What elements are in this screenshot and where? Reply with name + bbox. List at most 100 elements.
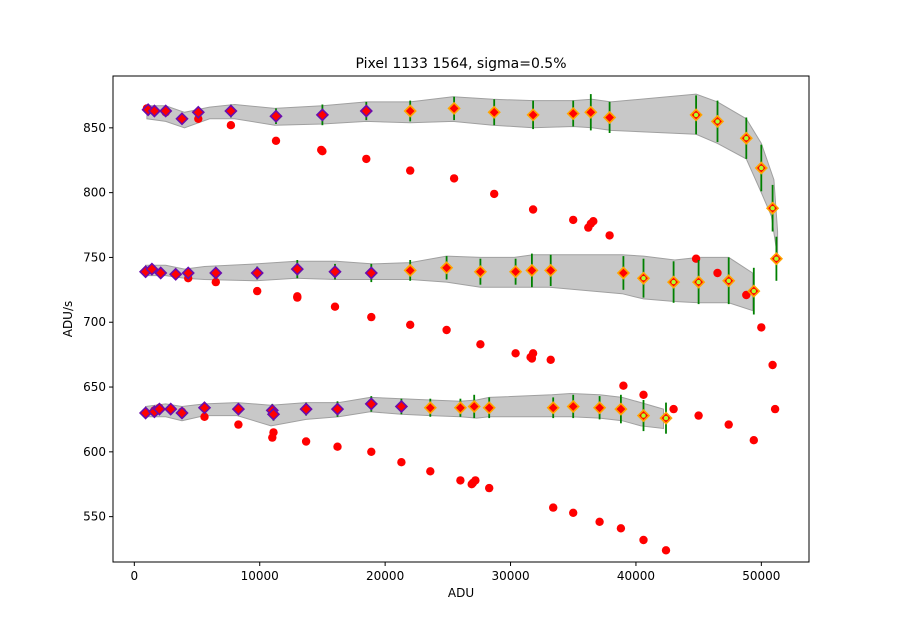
- corrected-point: [403, 263, 417, 278]
- corrected-point: [364, 397, 378, 411]
- corrected-point-center: [751, 288, 756, 294]
- raw-point: [234, 420, 243, 429]
- corrected-point-center: [770, 206, 775, 211]
- corrected-point: [152, 402, 167, 416]
- x-tick-label: 30000: [491, 569, 529, 583]
- corrected-point-center: [641, 276, 646, 281]
- raw-point: [757, 323, 766, 332]
- raw-point: [406, 320, 415, 329]
- y-tick-label: 750: [83, 250, 106, 264]
- raw-point: [333, 442, 342, 451]
- corrected-point: [439, 261, 454, 275]
- raw-point: [397, 458, 406, 467]
- corrected-point: [447, 101, 461, 116]
- chart-title: Pixel 1133 1564, sigma=0.5%: [355, 56, 566, 72]
- corrected-point: [159, 104, 173, 118]
- raw-point: [362, 154, 371, 164]
- raw-point: [595, 517, 604, 526]
- x-axis-label: ADU: [448, 586, 474, 600]
- raw-point: [301, 437, 311, 446]
- corrected-point-center: [759, 165, 764, 171]
- raw-point: [471, 476, 480, 485]
- raw-point: [456, 476, 465, 485]
- raw-point: [669, 404, 678, 414]
- raw-point: [742, 290, 751, 300]
- raw-point: [511, 349, 520, 358]
- y-tick-label: 800: [83, 186, 106, 200]
- raw-point: [253, 286, 262, 296]
- corrected-point: [614, 402, 628, 416]
- corrected-point-center: [715, 119, 720, 124]
- corrected-point: [566, 399, 580, 414]
- raw-point: [476, 340, 485, 349]
- raw-point: [619, 381, 628, 390]
- corrected-point-center: [726, 278, 731, 283]
- corrected-point-center: [641, 413, 646, 418]
- raw-point: [485, 483, 494, 493]
- raw-point: [549, 503, 558, 512]
- corrected-point: [224, 104, 238, 118]
- y-tick-label: 850: [83, 121, 106, 135]
- corrected-point: [197, 401, 212, 415]
- corrected-point: [473, 265, 488, 279]
- corrected-point: [315, 108, 330, 122]
- corrected-point-center: [774, 256, 779, 261]
- raw-point: [293, 293, 302, 302]
- corrected-point: [525, 263, 539, 278]
- corrected-point: [209, 266, 223, 280]
- corrected-point-center: [671, 279, 676, 285]
- corrected-point: [394, 399, 409, 414]
- band-3: [145, 392, 664, 430]
- raw-point: [330, 302, 340, 311]
- corrected-point: [145, 262, 159, 276]
- x-tick-label: 10000: [241, 569, 279, 583]
- raw-point: [569, 215, 578, 225]
- raw-point: [749, 436, 758, 445]
- raw-point: [406, 166, 415, 175]
- corrected-point: [169, 267, 183, 281]
- corrected-point: [487, 105, 501, 119]
- corrected-point: [592, 401, 607, 415]
- plot-frame: [112, 75, 810, 563]
- corrected-point: [154, 266, 168, 280]
- raw-point: [639, 535, 648, 545]
- corrected-point: [359, 104, 373, 118]
- raw-point: [569, 508, 578, 517]
- y-tick-label: 700: [83, 315, 106, 329]
- raw-point: [616, 524, 626, 533]
- corrected-point: [290, 262, 304, 276]
- x-tick-label: 0: [130, 569, 138, 583]
- plot-area: [138, 93, 784, 555]
- y-axis: 550 600 650 700 750 800 850: [83, 121, 113, 524]
- x-tick-label: 40000: [617, 569, 655, 583]
- raw-point: [605, 231, 614, 240]
- corrected-point: [299, 402, 313, 416]
- corrected-point: [526, 108, 540, 122]
- raw-point: [528, 349, 538, 358]
- raw-point: [770, 404, 780, 414]
- corrected-point: [164, 402, 178, 416]
- corrected-point-center: [693, 112, 699, 118]
- raw-point: [367, 447, 376, 456]
- corrected-point-center: [663, 415, 669, 421]
- corrected-point: [566, 106, 580, 121]
- y-tick-label: 550: [83, 510, 106, 524]
- raw-point: [426, 467, 435, 476]
- raw-point: [694, 411, 703, 420]
- raw-point: [768, 360, 777, 370]
- raw-point: [367, 312, 376, 322]
- corrected-point: [191, 105, 205, 119]
- corrected-point: [147, 104, 162, 118]
- corrected-point: [328, 265, 342, 279]
- raw-point: [528, 205, 538, 214]
- corrected-point: [584, 105, 598, 119]
- corrected-point-center: [744, 136, 749, 141]
- corrected-point: [453, 401, 468, 415]
- raw-point: [724, 420, 733, 429]
- corrected-point: [467, 399, 481, 414]
- corrected-point: [423, 401, 437, 415]
- raw-point: [490, 189, 499, 199]
- y-tick-label: 650: [83, 380, 106, 394]
